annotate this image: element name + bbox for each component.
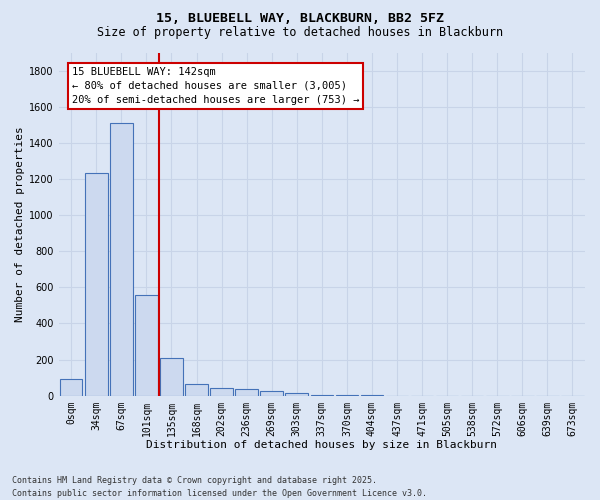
Bar: [235, 390, 258, 396]
Bar: [210, 388, 233, 396]
Text: Size of property relative to detached houses in Blackburn: Size of property relative to detached ho…: [97, 26, 503, 39]
X-axis label: Distribution of detached houses by size in Blackburn: Distribution of detached houses by size …: [146, 440, 497, 450]
Bar: [60, 380, 82, 396]
Y-axis label: Number of detached properties: Number of detached properties: [15, 126, 25, 322]
Bar: [135, 294, 158, 396]
Bar: [110, 123, 133, 396]
Bar: [160, 358, 183, 396]
Text: 15 BLUEBELL WAY: 142sqm
← 80% of detached houses are smaller (3,005)
20% of semi: 15 BLUEBELL WAY: 142sqm ← 80% of detache…: [71, 67, 359, 105]
Bar: [286, 393, 308, 396]
Text: Contains HM Land Registry data © Crown copyright and database right 2025.
Contai: Contains HM Land Registry data © Crown c…: [12, 476, 427, 498]
Bar: [311, 395, 333, 396]
Bar: [185, 384, 208, 396]
Text: 15, BLUEBELL WAY, BLACKBURN, BB2 5FZ: 15, BLUEBELL WAY, BLACKBURN, BB2 5FZ: [156, 12, 444, 26]
Bar: [85, 172, 107, 396]
Bar: [335, 395, 358, 396]
Bar: [260, 390, 283, 396]
